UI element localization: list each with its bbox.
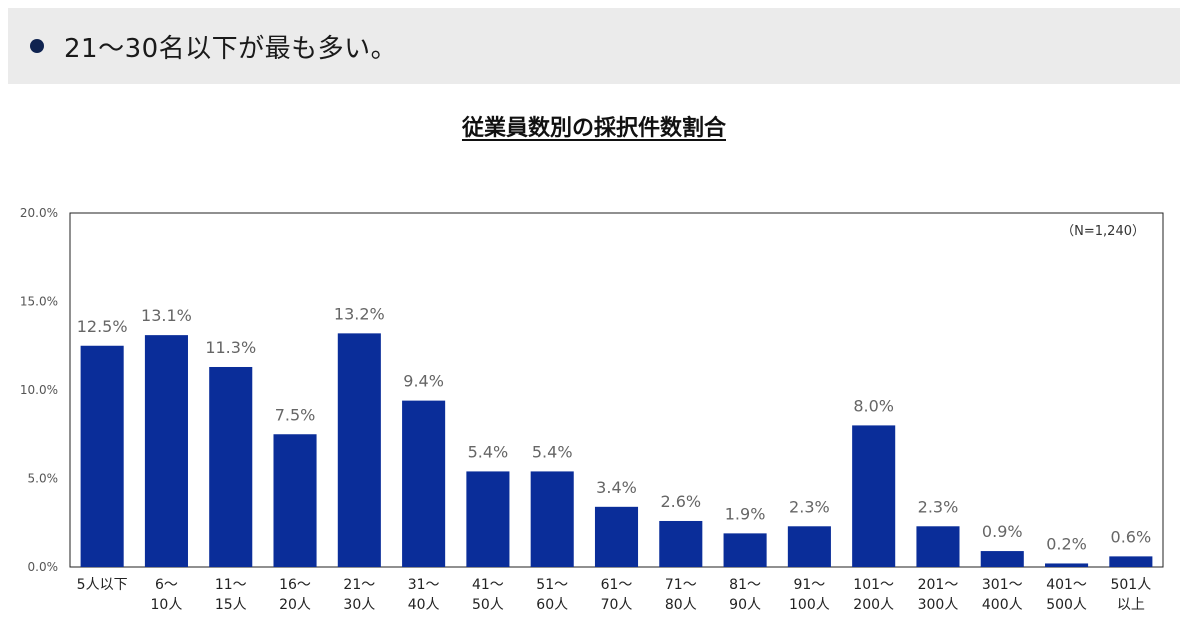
category-label: 5人以下 — [77, 577, 128, 593]
data-label: 2.6% — [660, 492, 701, 511]
data-label: 3.4% — [596, 478, 637, 497]
category-label: 91〜 — [793, 577, 825, 593]
y-tick-label: 20.0% — [20, 206, 58, 220]
category-label: 51〜 — [536, 577, 568, 593]
y-tick-label: 0.0% — [28, 560, 59, 574]
category-label: 20人 — [279, 597, 311, 613]
category-label: 61〜 — [601, 577, 633, 593]
bar — [209, 366, 253, 567]
data-label: 0.6% — [1111, 527, 1152, 546]
category-label: 81〜 — [729, 577, 761, 593]
bar — [144, 335, 188, 567]
bar — [659, 520, 703, 567]
bar — [852, 425, 896, 567]
data-label: 11.3% — [205, 338, 256, 357]
y-tick-label: 5.0% — [28, 472, 59, 486]
data-label: 2.3% — [918, 497, 959, 516]
data-label: 0.9% — [982, 522, 1023, 541]
category-label: 200人 — [853, 597, 894, 613]
bar — [80, 345, 124, 567]
category-label: 41〜 — [472, 577, 504, 593]
data-label: 12.5% — [77, 317, 128, 336]
data-label: 13.1% — [141, 306, 192, 325]
category-label: 50人 — [472, 597, 504, 613]
bar — [530, 471, 574, 567]
bar — [916, 526, 960, 567]
data-label: 1.9% — [725, 504, 766, 523]
category-label: 71〜 — [665, 577, 697, 593]
summary-banner: 21〜30名以下が最も多い。 — [8, 8, 1180, 84]
chart-title: 従業員数別の採択件数割合 — [461, 116, 726, 141]
data-label: 8.0% — [853, 396, 894, 415]
category-label: 70人 — [601, 597, 633, 613]
bar — [980, 551, 1024, 567]
y-tick-label: 15.0% — [20, 295, 58, 309]
category-label: 30人 — [343, 597, 375, 613]
bullet-icon — [30, 39, 44, 53]
category-label: 301〜 — [982, 577, 1023, 593]
category-label: 11〜 — [215, 577, 247, 593]
category-label: 401〜 — [1046, 577, 1087, 593]
category-label: 16〜 — [279, 577, 311, 593]
data-label: 7.5% — [275, 405, 316, 424]
bar — [466, 471, 510, 567]
category-label: 40人 — [408, 597, 440, 613]
summary-text: 21〜30名以下が最も多い。 — [64, 33, 398, 64]
data-label: 9.4% — [403, 372, 444, 391]
bar — [594, 506, 639, 567]
category-label: 500人 — [1046, 597, 1087, 613]
bar — [337, 333, 381, 567]
category-label: 201〜 — [918, 577, 959, 593]
category-label: 80人 — [665, 597, 697, 613]
category-label: 300人 — [918, 597, 959, 613]
data-label: 5.4% — [468, 442, 509, 461]
data-label: 5.4% — [532, 442, 573, 461]
bar — [723, 533, 767, 567]
data-label: 13.2% — [334, 304, 385, 323]
category-label: 6〜 — [155, 577, 178, 593]
category-label: 90人 — [729, 597, 761, 613]
bar — [402, 400, 446, 567]
data-label: 2.3% — [789, 497, 830, 516]
category-label: 以上 — [1117, 597, 1145, 613]
category-label: 10人 — [151, 597, 183, 613]
category-label: 21〜 — [343, 577, 375, 593]
category-label: 31〜 — [408, 577, 440, 593]
bar — [273, 434, 317, 567]
bar — [1109, 556, 1153, 567]
sample-size-note: （N=1,240） — [1061, 224, 1145, 239]
y-tick-label: 10.0% — [20, 383, 58, 397]
category-label: 100人 — [789, 597, 830, 613]
category-label: 400人 — [982, 597, 1023, 613]
bar — [787, 526, 831, 567]
category-label: 15人 — [215, 597, 247, 613]
category-label: 60人 — [536, 597, 568, 613]
data-label: 0.2% — [1046, 534, 1087, 553]
category-label: 101〜 — [853, 577, 894, 593]
category-label: 501人 — [1110, 577, 1151, 593]
bar — [1045, 563, 1089, 567]
